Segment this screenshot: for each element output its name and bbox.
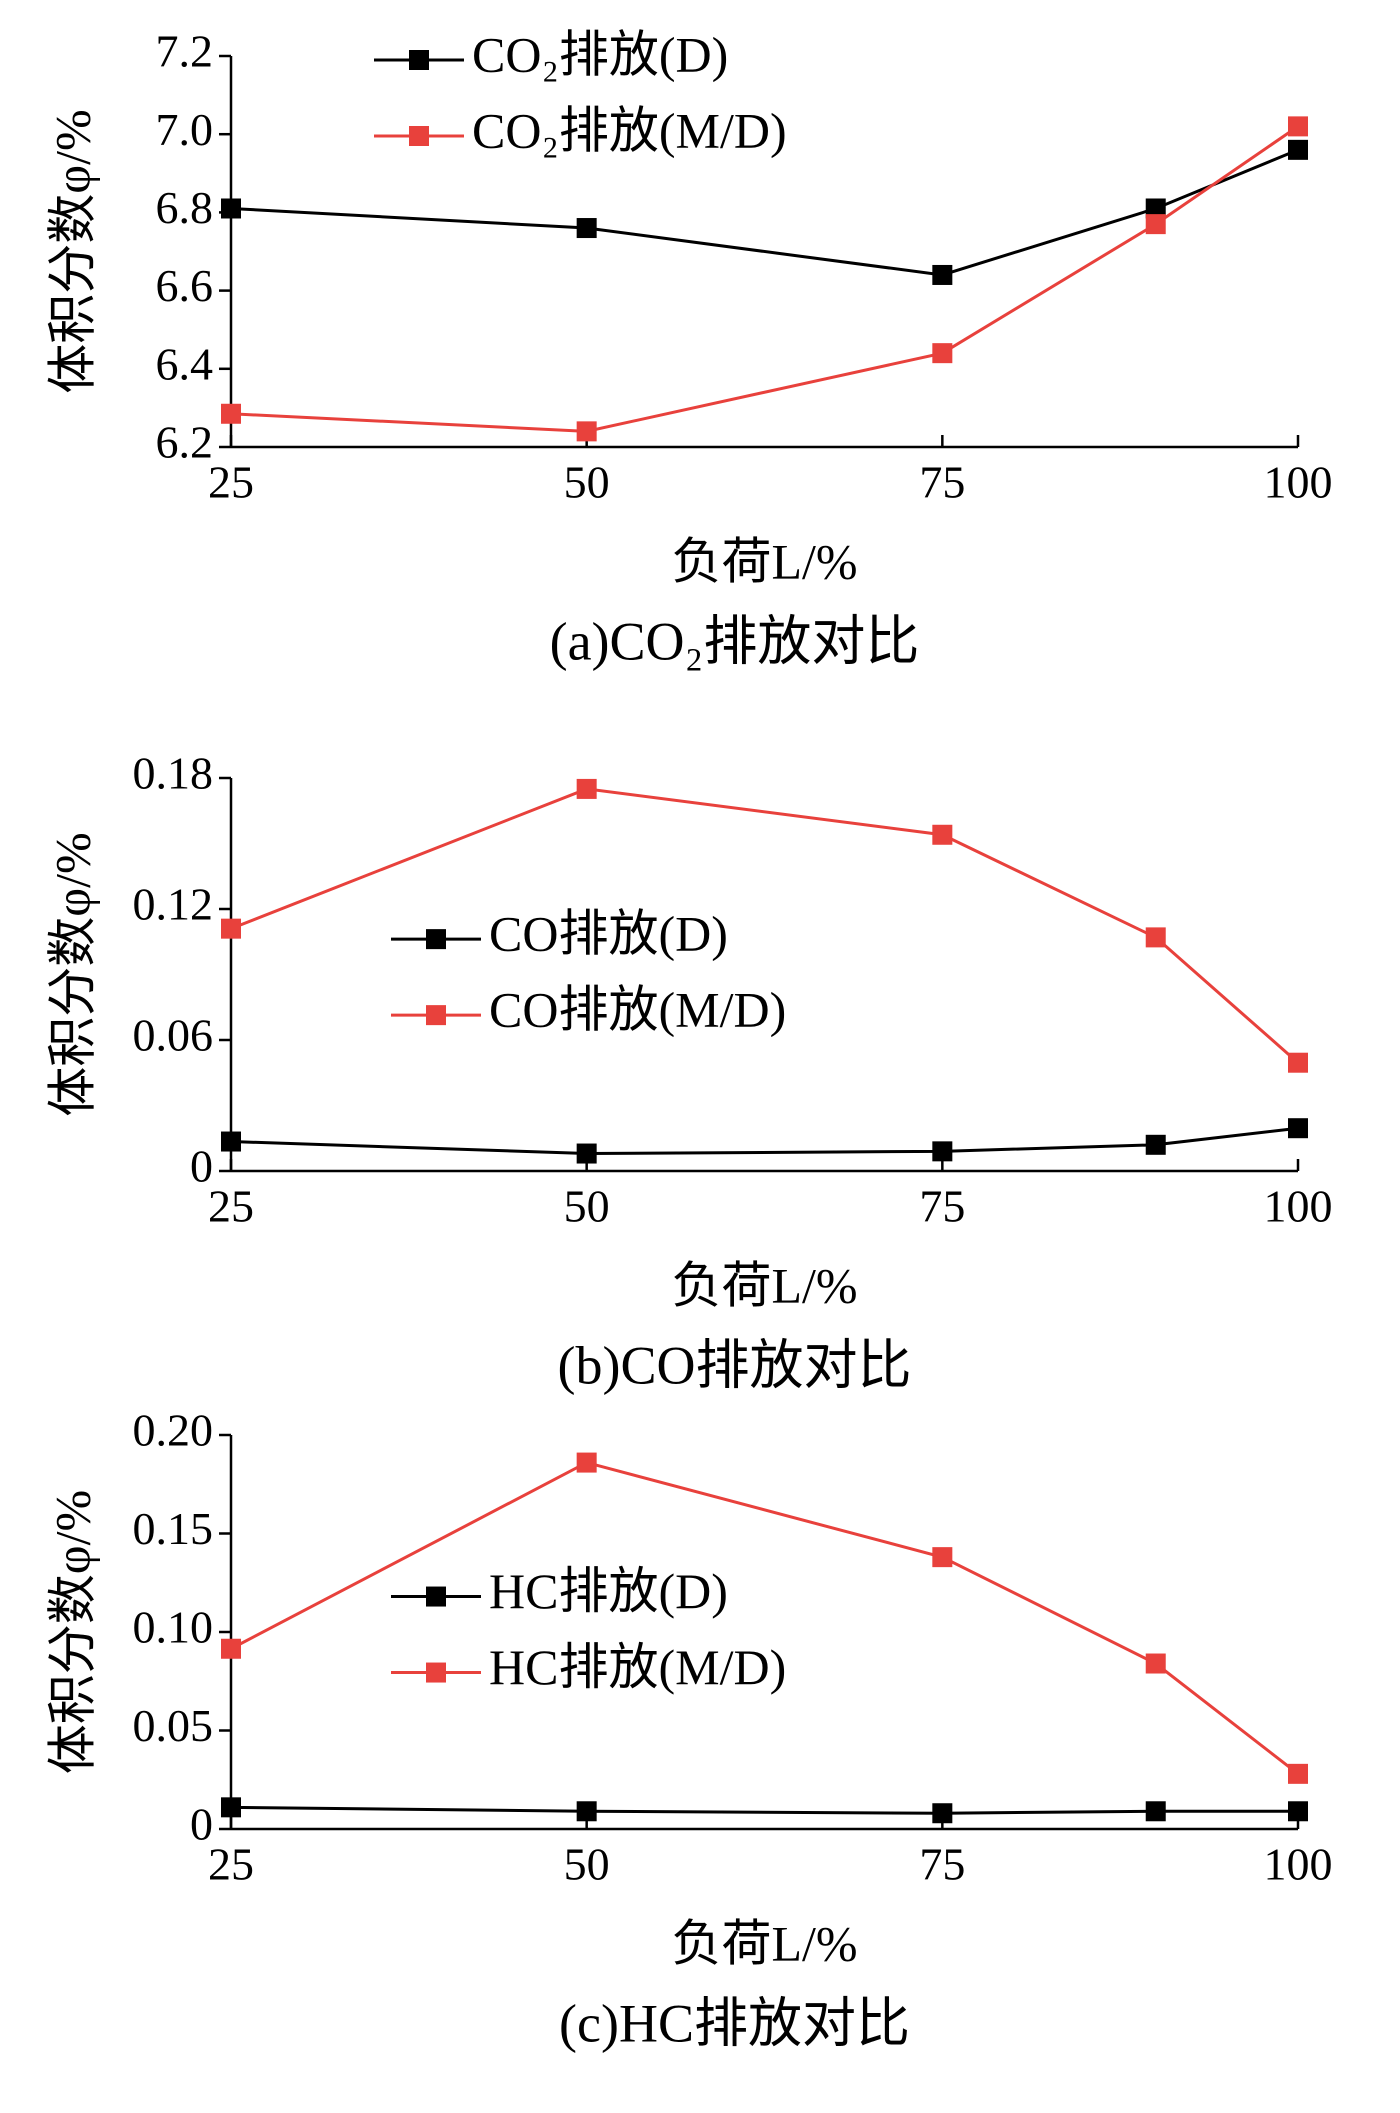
y-tick-label: 0.10 bbox=[133, 1602, 214, 1653]
y-tick-label: 0.05 bbox=[133, 1700, 214, 1751]
y-tick-label: 7.0 bbox=[156, 104, 214, 155]
marker bbox=[576, 1801, 597, 1822]
marker bbox=[221, 198, 241, 219]
x-tick-label: 50 bbox=[564, 1839, 610, 1890]
y-tick-label: 0.12 bbox=[133, 879, 214, 930]
x-tick-label: 75 bbox=[919, 457, 965, 508]
marker bbox=[1145, 1134, 1166, 1155]
legend-label: HC排放(M/D) bbox=[489, 1639, 786, 1695]
series-line bbox=[230, 125, 1299, 433]
marker bbox=[1288, 1801, 1308, 1822]
y-tick-label: 6.2 bbox=[156, 417, 214, 468]
x-axis-label: 负荷L/% bbox=[671, 1257, 857, 1313]
y-tick-label: 0.15 bbox=[133, 1503, 214, 1554]
x-axis-label: 负荷L/% bbox=[671, 1915, 857, 1971]
marker bbox=[1145, 1801, 1166, 1822]
marker bbox=[932, 1803, 953, 1824]
marker bbox=[221, 403, 241, 424]
marker bbox=[932, 264, 953, 285]
marker bbox=[1145, 1653, 1166, 1674]
y-tick-label: 6.8 bbox=[156, 182, 214, 233]
marker bbox=[1288, 1118, 1308, 1139]
y-tick-label: 0.18 bbox=[133, 748, 214, 799]
y-tick-label: 6.6 bbox=[156, 260, 214, 311]
legend-label: CO₂排放(M/D) bbox=[472, 102, 787, 158]
marker bbox=[1288, 1763, 1308, 1784]
marker bbox=[932, 824, 953, 845]
x-axis-label: 负荷L/% bbox=[671, 533, 857, 589]
marker bbox=[1145, 927, 1166, 948]
x-tick-label: 25 bbox=[208, 457, 254, 508]
marker bbox=[576, 1143, 597, 1164]
y-axis-label: 体积分数φ/% bbox=[44, 109, 100, 393]
marker bbox=[576, 778, 597, 799]
y-tick-label: 7.2 bbox=[156, 26, 214, 77]
x-tick-label: 100 bbox=[1264, 1839, 1333, 1890]
marker bbox=[576, 218, 597, 239]
y-tick-label: 0.06 bbox=[133, 1010, 214, 1061]
legend-marker bbox=[409, 126, 429, 146]
y-axis-label: 体积分数φ/% bbox=[44, 1490, 100, 1774]
series-line bbox=[230, 1460, 1299, 1776]
chart-title: (a)CO₂排放对比 bbox=[550, 611, 920, 671]
y-tick-label: 0 bbox=[190, 1141, 213, 1192]
marker bbox=[932, 1141, 953, 1162]
x-tick-label: 100 bbox=[1264, 457, 1333, 508]
marker bbox=[221, 918, 241, 939]
y-axis-label: 体积分数φ/% bbox=[44, 832, 100, 1116]
x-tick-label: 25 bbox=[208, 1839, 254, 1890]
legend-label: CO排放(M/D) bbox=[489, 982, 786, 1038]
marker bbox=[221, 1797, 241, 1818]
series-line bbox=[230, 148, 1299, 277]
legend-marker bbox=[426, 1586, 446, 1607]
marker bbox=[932, 343, 953, 364]
marker bbox=[576, 421, 597, 442]
x-tick-label: 25 bbox=[208, 1181, 254, 1232]
x-tick-label: 100 bbox=[1264, 1181, 1333, 1232]
marker bbox=[1145, 198, 1166, 219]
legend-marker bbox=[409, 50, 429, 70]
x-tick-label: 50 bbox=[564, 1181, 610, 1232]
chart-title: (c)HC排放对比 bbox=[559, 1993, 910, 2053]
legend-marker bbox=[426, 1005, 446, 1026]
marker bbox=[221, 1638, 241, 1659]
legend-marker bbox=[426, 929, 446, 950]
y-tick-label: 0.20 bbox=[133, 1405, 214, 1456]
legend-label: CO₂排放(D) bbox=[472, 26, 728, 82]
marker bbox=[932, 1547, 953, 1568]
legend-label: CO排放(D) bbox=[489, 906, 728, 962]
legend-marker bbox=[426, 1662, 446, 1683]
legend-label: HC排放(D) bbox=[489, 1563, 728, 1619]
marker bbox=[576, 1452, 597, 1473]
marker bbox=[1145, 214, 1166, 235]
marker bbox=[221, 1131, 241, 1152]
marker bbox=[1288, 1052, 1308, 1073]
marker bbox=[1288, 139, 1308, 160]
marker bbox=[1288, 116, 1308, 137]
y-tick-label: 6.4 bbox=[156, 338, 214, 389]
y-tick-label: 0 bbox=[190, 1799, 213, 1850]
series-line bbox=[230, 1126, 1299, 1156]
series-line bbox=[230, 1805, 1298, 1815]
x-tick-label: 75 bbox=[919, 1839, 965, 1890]
x-tick-label: 50 bbox=[564, 457, 610, 508]
x-tick-label: 75 bbox=[919, 1181, 965, 1232]
chart-title: (b)CO排放对比 bbox=[558, 1335, 912, 1395]
